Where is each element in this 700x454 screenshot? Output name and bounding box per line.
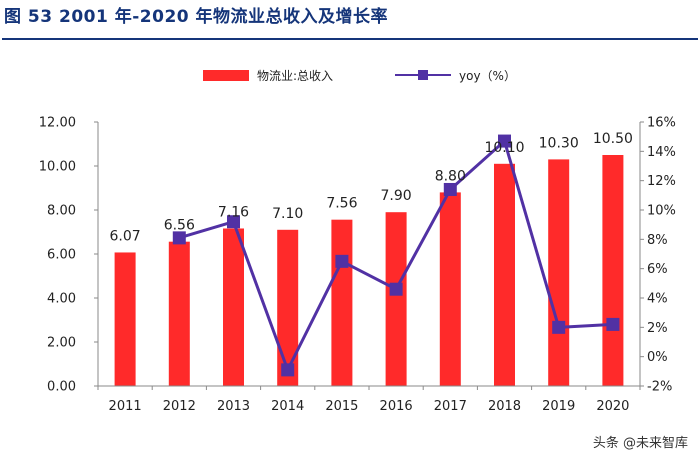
left-tick-label: 0.00 (47, 380, 76, 395)
left-tick-label: 10.00 (39, 160, 76, 175)
legend-bar-swatch (203, 69, 249, 81)
bar-value-label: 7.56 (326, 196, 357, 212)
bar-2014 (277, 229, 299, 386)
title-divider (2, 38, 698, 40)
bar-2012 (168, 241, 190, 386)
yoy-marker-2018 (498, 134, 511, 148)
left-tick-label: 8.00 (47, 204, 76, 219)
bar-value-label: 7.16 (218, 204, 249, 220)
x-tick-label: 2015 (325, 399, 358, 414)
yoy-marker-2020 (606, 317, 620, 331)
bar-value-label: 7.10 (272, 206, 303, 222)
right-tick-label: -2% (647, 380, 672, 395)
bar-value-label: 10.50 (593, 131, 633, 147)
legend-label-yoy: yoy（%） (459, 68, 516, 83)
yoy-marker-2013 (227, 215, 240, 229)
x-tick-label: 2017 (434, 399, 467, 414)
watermark: 头条 @未来智库 (588, 431, 692, 452)
bar-2011 (114, 252, 136, 386)
right-tick-label: 16% (647, 116, 676, 131)
yoy-marker-2015 (335, 254, 349, 268)
legend-label-revenue: 物流业:总收入 (257, 68, 334, 83)
x-tick-label: 2016 (380, 399, 413, 414)
yoy-marker-2016 (389, 282, 403, 296)
yoy-marker-2012 (172, 231, 186, 245)
left-tick-label: 12.00 (39, 116, 76, 131)
yoy-marker-2014 (281, 363, 295, 377)
yoy-marker-2019 (552, 320, 566, 334)
right-tick-label: 10% (647, 204, 676, 219)
bar-value-label: 6.07 (110, 228, 141, 244)
bar-value-label: 7.90 (381, 188, 412, 204)
x-tick-label: 2020 (596, 399, 629, 414)
x-tick-label: 2012 (163, 399, 196, 414)
x-tick-label: 2019 (542, 399, 575, 414)
left-tick-label: 4.00 (47, 292, 76, 307)
legend-square-marker-icon (418, 70, 428, 80)
right-tick-label: 14% (647, 145, 676, 160)
right-tick-label: 8% (647, 233, 668, 248)
left-tick-label: 6.00 (47, 248, 76, 263)
yoy-marker-2017 (443, 182, 457, 196)
bar-2015 (331, 219, 353, 386)
right-tick-label: 4% (647, 292, 668, 307)
legend-item-revenue: 物流业:总收入 (203, 64, 333, 86)
x-tick-label: 2013 (217, 399, 250, 414)
bar-value-label: 6.56 (164, 218, 195, 234)
bar-value-label: 10.10 (484, 140, 524, 156)
bar-value-label: 10.30 (539, 135, 579, 151)
bar-2013 (223, 228, 244, 386)
bar-2020 (602, 155, 624, 386)
x-tick-label: 2011 (109, 399, 142, 414)
left-tick-label: 2.00 (47, 336, 76, 351)
right-tick-label: 12% (647, 174, 676, 189)
legend-line-swatch (395, 68, 451, 82)
chart-legend: 物流业:总收入 yoy（%） (0, 64, 700, 86)
x-tick-label: 2018 (488, 399, 521, 414)
figure-title: 图 53 2001 年-2020 年物流业总收入及增长率 (4, 7, 389, 27)
bar-value-label: 8.80 (435, 168, 466, 184)
x-tick-label: 2014 (271, 399, 304, 414)
right-tick-label: 6% (647, 262, 668, 277)
right-tick-label: 2% (647, 321, 668, 336)
bar-2018 (494, 163, 515, 386)
bar-2017 (439, 192, 461, 386)
bar-2016 (385, 212, 407, 386)
legend-item-yoy: yoy（%） (395, 64, 516, 86)
right-tick-label: 0% (647, 350, 668, 365)
bar-2019 (548, 159, 570, 386)
